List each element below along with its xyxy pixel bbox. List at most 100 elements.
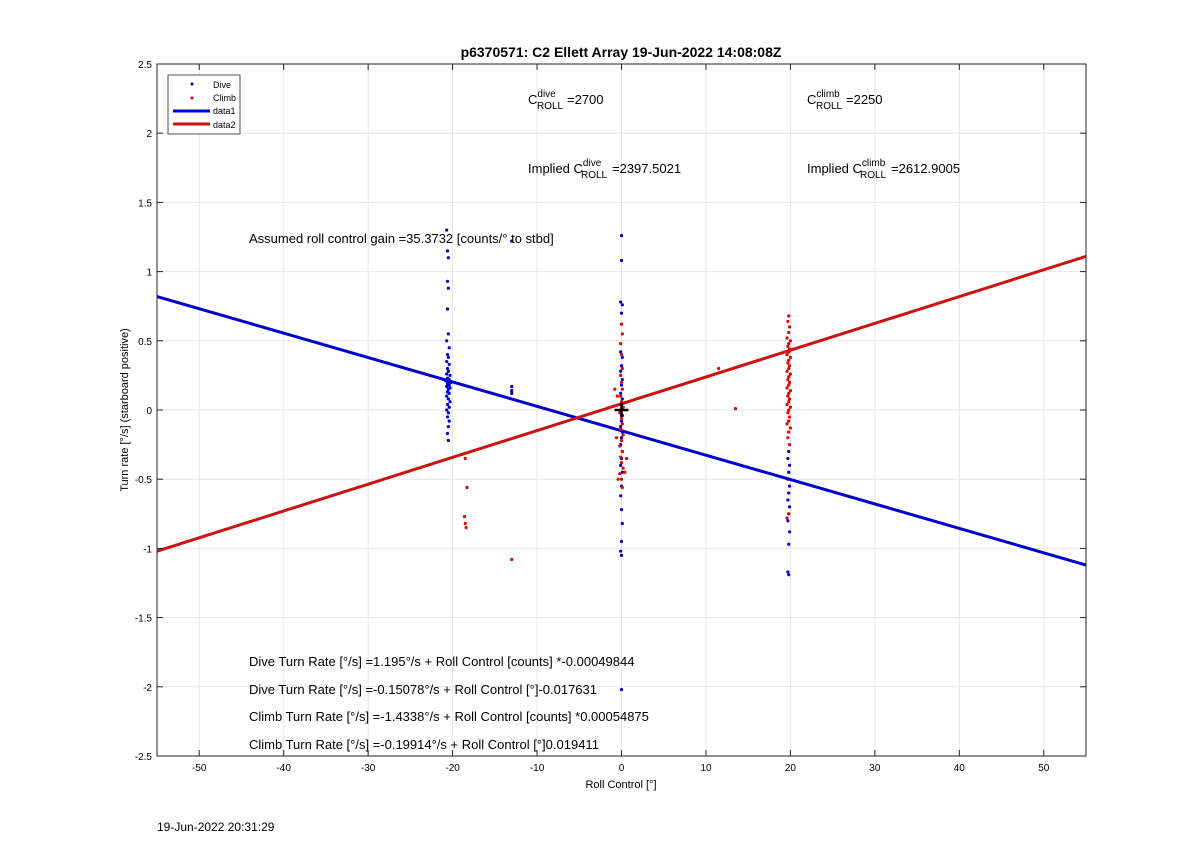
dive-point	[787, 470, 791, 474]
climb-point	[618, 444, 622, 448]
climb-point	[619, 380, 624, 384]
x-tick-label: 40	[954, 763, 966, 774]
climb-point	[787, 314, 791, 318]
climb-point	[619, 400, 624, 404]
dive-point	[448, 373, 452, 377]
x-tick-label: 20	[785, 763, 797, 774]
plot-content	[156, 228, 1087, 692]
dive-point	[510, 389, 514, 393]
dive-point	[619, 508, 624, 512]
annotation-c-climb: Cclimb ROLL =2250	[807, 89, 883, 112]
dive-point	[448, 400, 452, 404]
climb-point	[510, 557, 514, 562]
dive-point	[620, 470, 624, 474]
annotation-implied-climb: Implied Cclimb ROLL =2612.9005	[807, 158, 960, 181]
dive-point	[445, 307, 450, 311]
dive-point	[620, 521, 624, 526]
climb-point	[788, 426, 793, 430]
dive-point	[445, 353, 450, 357]
dive-point	[619, 311, 624, 315]
y-tick-label: 2	[146, 129, 152, 140]
dive-point	[619, 539, 624, 544]
climb-point	[786, 436, 790, 440]
dive-point	[445, 372, 449, 376]
legend-label-data2: data2	[213, 120, 236, 130]
dive-point	[510, 391, 514, 395]
dive-point	[446, 286, 450, 290]
climb-point	[620, 449, 624, 454]
dive-point	[446, 369, 450, 373]
climb-point	[620, 387, 624, 391]
c-climb-value: =2250	[846, 92, 883, 107]
climb-point	[787, 415, 792, 419]
climb-point	[464, 526, 468, 530]
climb-point	[787, 350, 791, 354]
climb-point	[787, 341, 791, 346]
implied-climb-value: =2612.9005	[891, 161, 960, 176]
climb-point	[463, 456, 467, 461]
dive-point	[619, 234, 624, 238]
dive-point	[447, 377, 451, 382]
climb-point	[619, 455, 623, 459]
dive-point	[620, 303, 624, 307]
climb-point	[787, 383, 791, 387]
dive-point	[786, 570, 790, 574]
dive-point	[446, 397, 450, 401]
x-tick-label: 10	[700, 763, 712, 774]
dive-point	[787, 505, 792, 509]
climb-point	[785, 422, 789, 426]
annotation-eq-dive-degrees: Dive Turn Rate [°/s] =-0.15078°/s + Roll…	[249, 682, 597, 697]
climb-point	[619, 438, 624, 443]
y-tick-label: -1.5	[135, 614, 153, 625]
dive-point	[445, 431, 450, 436]
x-tick-label: -20	[445, 763, 460, 774]
dive-point	[787, 449, 791, 454]
c-climb-sub: ROLL	[816, 101, 843, 112]
c-dive-sub: ROLL	[537, 101, 564, 112]
climb-point	[620, 485, 624, 490]
legend-marker-dive	[190, 82, 194, 86]
climb-point	[787, 375, 791, 379]
climb-point	[788, 372, 793, 376]
x-tick-label: 50	[1038, 763, 1050, 774]
climb-point	[785, 516, 789, 520]
climb-point	[463, 521, 467, 526]
dive-point	[787, 491, 791, 495]
climb-point	[787, 358, 791, 362]
legend-label-dive: Dive	[213, 80, 231, 90]
climb-point	[619, 322, 624, 326]
dive-point	[447, 391, 451, 395]
climb-point	[619, 477, 624, 481]
climb-point	[623, 470, 627, 474]
climb-point	[618, 472, 622, 476]
climb-point	[786, 361, 790, 365]
dive-point	[445, 339, 449, 343]
dive-point	[619, 687, 624, 692]
climb-point	[788, 355, 793, 360]
climb-point	[614, 436, 619, 440]
dive-point	[446, 355, 450, 360]
climb-point	[786, 394, 790, 398]
x-tick-label: -40	[276, 763, 291, 774]
dive-point	[619, 463, 623, 467]
climb-point	[733, 407, 738, 411]
dive-point	[510, 384, 514, 389]
dive-point	[787, 542, 791, 546]
legend-label-climb: Climb	[213, 93, 236, 103]
climb-point	[620, 366, 624, 371]
dive-point	[444, 379, 448, 383]
annotation-eq-climb-counts: Climb Turn Rate [°/s] =-1.4338°/s + Roll…	[249, 709, 649, 724]
y-tick-label: 0	[146, 406, 152, 417]
c-climb-base: C	[807, 92, 816, 107]
legend-label-data1: data1	[213, 106, 236, 116]
dive-point	[620, 430, 624, 434]
dive-point	[619, 364, 624, 368]
dive-point	[447, 419, 451, 423]
dive-point	[619, 300, 623, 304]
climb-point	[717, 366, 721, 371]
climb-point	[785, 402, 789, 407]
axis-ticks: -50 -40 -30 -20 -10 0 10 20 30 40 50-2.5-2-1.5-1-0…	[135, 60, 1086, 774]
climb-point	[787, 512, 791, 516]
x-tick-label: 30	[869, 763, 881, 774]
climb-point	[787, 408, 791, 412]
